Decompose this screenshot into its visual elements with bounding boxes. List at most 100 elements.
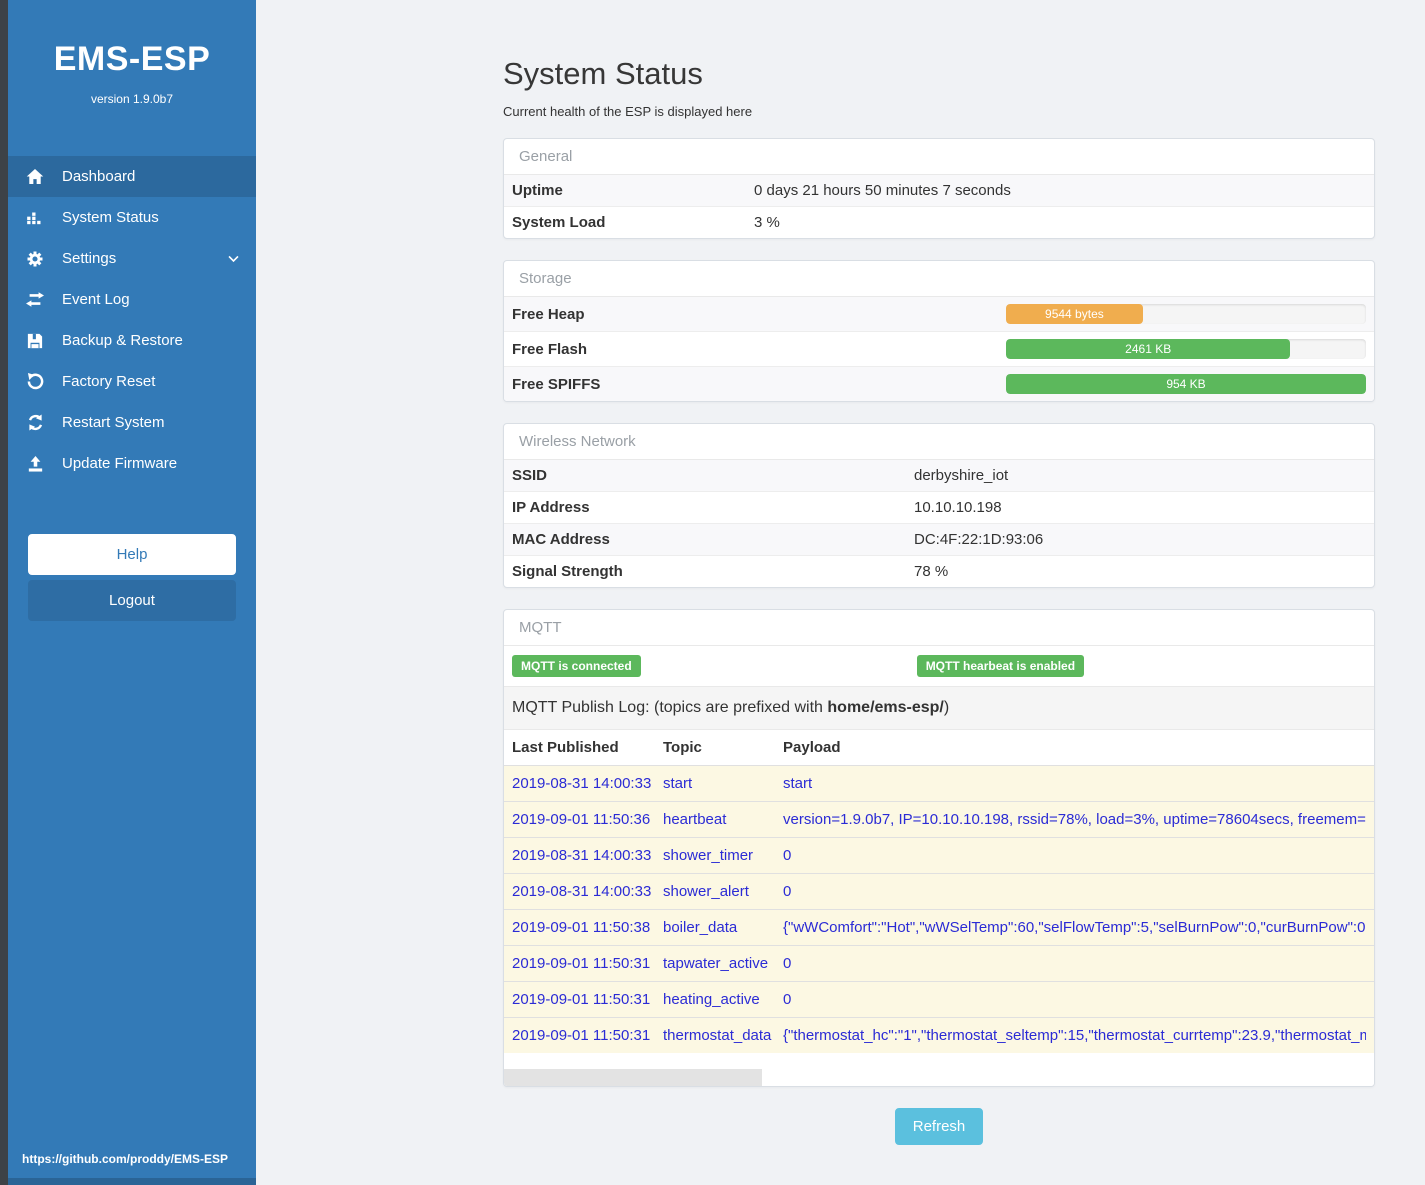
sidebar-item-label: Update Firmware xyxy=(62,455,178,472)
app-title: EMS-ESP xyxy=(53,40,211,78)
sidebar-item-label: Event Log xyxy=(62,291,130,308)
sidebar-item-factory-reset[interactable]: Factory Reset xyxy=(8,361,256,402)
general-label: System Load xyxy=(512,214,606,231)
general-label: Uptime xyxy=(512,182,563,199)
progress-track: 9544 bytes xyxy=(1006,304,1366,324)
general-value: 0 days 21 hours 50 minutes 7 seconds xyxy=(754,182,1011,199)
gear-icon xyxy=(24,250,46,268)
refresh-icon xyxy=(24,414,46,431)
horizontal-scrollbar-track[interactable] xyxy=(504,1069,1374,1086)
log-cell-topic: tapwater_active xyxy=(663,955,769,972)
storage-panel-heading: Storage xyxy=(504,261,1374,297)
progress-track: 2461 KB xyxy=(1006,339,1366,359)
sidebar-buttons: Help Logout xyxy=(8,534,256,621)
sidebar-item-settings[interactable]: Settings xyxy=(8,238,256,279)
wireless-row: SSID derbyshire_iot xyxy=(504,460,1374,491)
wireless-panel: Wireless Network SSID derbyshire_iot IP Ad… xyxy=(503,423,1375,588)
log-cell-payload: start xyxy=(783,775,813,792)
log-table-row: 2019-09-01 11:50:31 tapwater_active 0 xyxy=(504,945,1374,981)
sidebar-item-label: Restart System xyxy=(62,414,165,431)
sidebar-item-label: Backup & Restore xyxy=(62,332,183,349)
log-cell-last-published: 2019-08-31 14:00:33 xyxy=(512,775,652,792)
page-subtitle: Current health of the ESP is displayed h… xyxy=(503,104,753,119)
chart-icon xyxy=(24,210,46,225)
exchange-icon xyxy=(24,292,46,307)
general-row: Uptime 0 days 21 hours 50 minutes 7 secon… xyxy=(504,175,1374,206)
log-table-row: 2019-08-31 14:00:33 start start xyxy=(504,765,1374,801)
wireless-label: Signal Strength xyxy=(512,563,623,580)
log-cell-topic: start xyxy=(663,775,693,792)
sidebar-item-label: System Status xyxy=(62,209,159,226)
rotate-left-icon xyxy=(24,373,46,390)
general-value: 3 % xyxy=(754,214,780,231)
log-cell-last-published: 2019-09-01 11:50:31 xyxy=(512,1027,651,1044)
page-title: System Status xyxy=(503,56,703,91)
log-cell-last-published: 2019-08-31 14:00:33 xyxy=(512,883,652,900)
log-table-row: 2019-09-01 11:50:38 boiler_data {"wWComfor… xyxy=(504,909,1374,945)
log-cell-topic: heartbeat xyxy=(663,811,727,828)
log-cell-payload: version=1.9.0b7, IP=10.10.10.198, rssid=… xyxy=(783,811,1366,828)
log-cell-topic: thermostat_data xyxy=(663,1027,772,1044)
log-table-row: 2019-08-31 14:00:33 shower_alert 0 xyxy=(504,873,1374,909)
log-cell-last-published: 2019-09-01 11:50:38 xyxy=(512,919,651,936)
progress-track: 954 KB xyxy=(1006,374,1366,394)
wireless-value: derbyshire_iot xyxy=(914,467,1009,484)
storage-row: Free Heap 9544 bytes xyxy=(504,297,1374,331)
log-table-header-cell: Payload xyxy=(783,739,841,756)
storage-label: Free Heap xyxy=(512,305,585,323)
sidebar-item-restart-system[interactable]: Restart System xyxy=(8,402,256,443)
sidebar-item-update-firmware[interactable]: Update Firmware xyxy=(8,443,256,484)
log-cell-topic: shower_timer xyxy=(663,847,754,864)
sidebar-item-label: Dashboard xyxy=(62,168,136,185)
log-table-row: 2019-09-01 11:50:36 heartbeat version=1.9.… xyxy=(504,801,1374,837)
log-cell-topic: shower_alert xyxy=(663,883,749,900)
save-icon xyxy=(24,333,46,349)
upload-icon xyxy=(24,455,46,472)
wireless-value: DC:4F:22:1D:93:06 xyxy=(914,531,1044,548)
general-panel: General Uptime 0 days 21 hours 50 minutes… xyxy=(503,138,1375,239)
chevron-down-icon xyxy=(227,252,240,265)
wireless-value: 10.10.10.198 xyxy=(914,499,1002,516)
table-footer-space xyxy=(504,1053,1374,1069)
sidebar: EMS-ESP version 1.9.0b7 Dashboard System … xyxy=(8,0,256,1185)
storage-row: Free SPIFFS 954 KB xyxy=(504,366,1374,401)
progress-fill: 9544 bytes xyxy=(1006,304,1143,324)
sidebar-item-system-status[interactable]: System Status xyxy=(8,197,256,238)
sidebar-item-backup-restore[interactable]: Backup & Restore xyxy=(8,320,256,361)
mqtt-topic-prefix: home/ems-esp/ xyxy=(827,699,944,716)
app-version: version 1.9.0b7 xyxy=(90,92,174,106)
log-table-row: 2019-09-01 11:50:31 thermostat_data {"ther… xyxy=(504,1017,1374,1053)
sidebar-nav: Dashboard System Status Settings Event Log B… xyxy=(8,156,256,484)
mqtt-publish-log-caption: MQTT Publish Log: (topics are prefixed w… xyxy=(504,686,1374,730)
progress-fill: 2461 KB xyxy=(1006,339,1291,359)
horizontal-scrollbar-thumb[interactable] xyxy=(504,1069,762,1086)
help-button[interactable]: Help xyxy=(28,534,236,575)
wireless-row: MAC Address DC:4F:22:1D:93:06 xyxy=(504,523,1374,555)
status-badge-mqtt-is-connected: MQTT is connected xyxy=(512,655,641,677)
progress-fill: 954 KB xyxy=(1006,374,1366,394)
logout-button[interactable]: Logout xyxy=(28,580,236,621)
log-cell-last-published: 2019-09-01 11:50:36 xyxy=(512,811,651,828)
log-cell-last-published: 2019-09-01 11:50:31 xyxy=(512,955,651,972)
github-link[interactable]: https://github.com/proddy/EMS-ESP xyxy=(22,1152,228,1166)
log-table-row: 2019-08-31 14:00:33 shower_timer 0 xyxy=(504,837,1374,873)
refresh-button[interactable]: Refresh xyxy=(894,1108,984,1145)
wireless-label: IP Address xyxy=(512,499,590,516)
general-row: System Load 3 % xyxy=(504,206,1374,238)
sidebar-item-event-log[interactable]: Event Log xyxy=(8,279,256,320)
log-cell-payload: 0 xyxy=(783,883,792,900)
log-table-header-cell: Last Published xyxy=(512,739,619,756)
mqtt-status-badges: MQTT is connected MQTT hearbeat is enable… xyxy=(504,646,1374,686)
sidebar-item-dashboard[interactable]: Dashboard xyxy=(8,156,256,197)
sidebar-bottom-strip xyxy=(8,1178,256,1185)
wireless-label: MAC Address xyxy=(512,531,610,548)
wireless-value: 78 % xyxy=(914,563,949,580)
storage-label: Free SPIFFS xyxy=(512,375,601,393)
status-badge-mqtt-hearbeat-is-enabled: MQTT hearbeat is enabled xyxy=(916,655,1085,677)
home-icon xyxy=(24,168,46,185)
wireless-panel-heading: Wireless Network xyxy=(504,424,1374,460)
sidebar-item-label: Settings xyxy=(62,250,117,267)
log-cell-last-published: 2019-09-01 11:50:31 xyxy=(512,991,651,1008)
storage-label: Free Flash xyxy=(512,340,588,358)
log-table-row: 2019-09-01 11:50:31 heating_active 0 xyxy=(504,981,1374,1017)
